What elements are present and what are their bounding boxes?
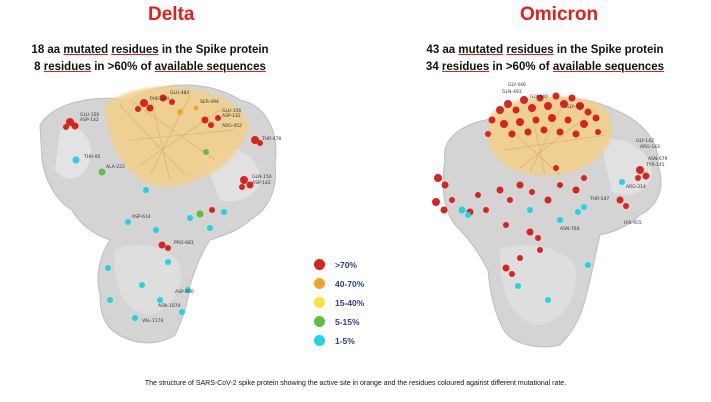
legend-label: 40-70% [335, 278, 365, 289]
omicron-residue-label-group: GLY-446 GLN-493 GLY-440 GLY-417 GLY-142 … [502, 82, 668, 232]
omicron-spike-structure: GLY-446 GLN-493 GLY-440 GLY-417 GLY-142 … [432, 82, 668, 348]
residue-label: SER-494 [200, 99, 219, 105]
residue-label: GLU-484 [170, 90, 189, 96]
omicron-summary-line2: 34 residues in >60% of available sequenc… [412, 61, 678, 73]
residue-label: ASP-142 [222, 113, 241, 119]
text-segment: in >60% of [91, 61, 155, 73]
text-segment: 8 [34, 61, 44, 73]
text-segment: in the Spike protein [553, 44, 664, 56]
mutation-rate-legend: >70% 40-70% 15-40% 5-15% 1-5% [314, 255, 364, 350]
residue-label: GLN-156 [252, 174, 272, 180]
delta-domain-shade [114, 245, 181, 315]
residue-label: HIS-655 [624, 220, 642, 226]
omicron-active-site [488, 96, 612, 176]
residue-label: ASN-764 [560, 226, 580, 232]
omicron-title: Omicron [520, 4, 599, 25]
residue-label: ARG-214 [626, 184, 646, 190]
legend-swatch [314, 316, 325, 327]
legend-item: 5-15% [314, 312, 364, 331]
residue-label: THR-95 [83, 154, 101, 160]
residue-label: TYR-145 [645, 162, 665, 168]
legend-swatch [314, 335, 325, 346]
delta-residue-green [98, 149, 209, 218]
underlined-term: available sequences [552, 61, 665, 73]
residue-label: GLY-142 [636, 138, 654, 144]
residue-label: ASN-679 [648, 156, 668, 162]
residue-label: ASP-142 [80, 117, 99, 123]
residue-label: ARG-452 [222, 123, 242, 129]
delta-residue-orange [177, 105, 199, 115]
underlined-term: mutated [63, 44, 109, 56]
underlined-term: residues [506, 44, 554, 56]
residue-label: PHE-490 [150, 96, 169, 102]
text-segment: in the Spike protein [158, 44, 269, 56]
residue-label: ASN-1074 [158, 303, 181, 309]
text-segment: 43 aa [426, 44, 459, 56]
legend-label: 15-40% [335, 297, 365, 308]
residue-label: ALA-222 [106, 164, 125, 170]
underlined-term: available sequences [154, 61, 266, 73]
delta-title: Delta [148, 4, 195, 25]
legend-swatch [314, 259, 325, 270]
delta-active-site [105, 86, 249, 187]
residue-label: GLY-440 [530, 94, 548, 100]
residue-label: ASP-142 [252, 180, 271, 186]
underlined-term: residues [43, 61, 92, 73]
delta-residue-red [63, 94, 263, 251]
text-segment: in >60% of [489, 61, 553, 73]
underlined-term: mutated [458, 44, 504, 56]
residue-label: ASP-950 [175, 289, 194, 295]
text-segment: 18 aa [31, 44, 64, 56]
legend-item: 15-40% [314, 293, 364, 312]
underlined-term: residues [111, 44, 159, 56]
residue-label: VAL-1176 [142, 318, 164, 324]
residue-label: ARG-143 [640, 144, 660, 150]
omicron-domain-shade [600, 139, 652, 196]
omicron-residue-red [432, 92, 650, 277]
legend-label: 5-15% [335, 316, 360, 327]
residue-label: GLU-156 [222, 108, 241, 114]
text-segment: 34 [425, 61, 442, 73]
legend-item: 40-70% [314, 274, 364, 293]
delta-spike-structure: GLU-156 ASP-142 THR-95 ALA-222 GLU-484 P… [39, 84, 281, 344]
residue-label: GLY-417 [566, 104, 584, 110]
delta-summary-line1: 18 aa mutated residues in the Spike prot… [20, 44, 280, 56]
figure-caption: The structure of SARS-CoV-2 spike protei… [144, 380, 567, 387]
legend-swatch [314, 297, 325, 308]
residue-label: THR-478 [261, 136, 281, 142]
underlined-term: residues [441, 61, 490, 73]
residue-label: GLU-156 [80, 112, 99, 118]
legend-item: 1-5% [314, 331, 364, 350]
legend-item: >70% [314, 255, 364, 274]
delta-residue-cyan [72, 156, 227, 321]
omicron-domain-shade [500, 245, 576, 325]
legend-label: 1-5% [335, 335, 355, 346]
legend-swatch [314, 278, 325, 289]
residue-label: PRO-681 [174, 240, 194, 246]
legend-label: >70% [335, 259, 357, 270]
residue-label: GLY-446 [508, 82, 526, 88]
omicron-summary-line1: 43 aa mutated residues in the Spike prot… [412, 44, 678, 56]
residue-label: GLN-493 [502, 89, 522, 95]
delta-summary-line2: 8 residues in >60% of available sequence… [20, 61, 280, 73]
delta-residue-label-group: GLU-156 ASP-142 THR-95 ALA-222 GLU-484 P… [80, 90, 281, 324]
residue-label: THR-547 [589, 196, 609, 202]
residue-label: ASP-614 [132, 214, 151, 220]
omicron-residue-cyan [458, 179, 625, 303]
delta-domain-shade [55, 127, 91, 179]
